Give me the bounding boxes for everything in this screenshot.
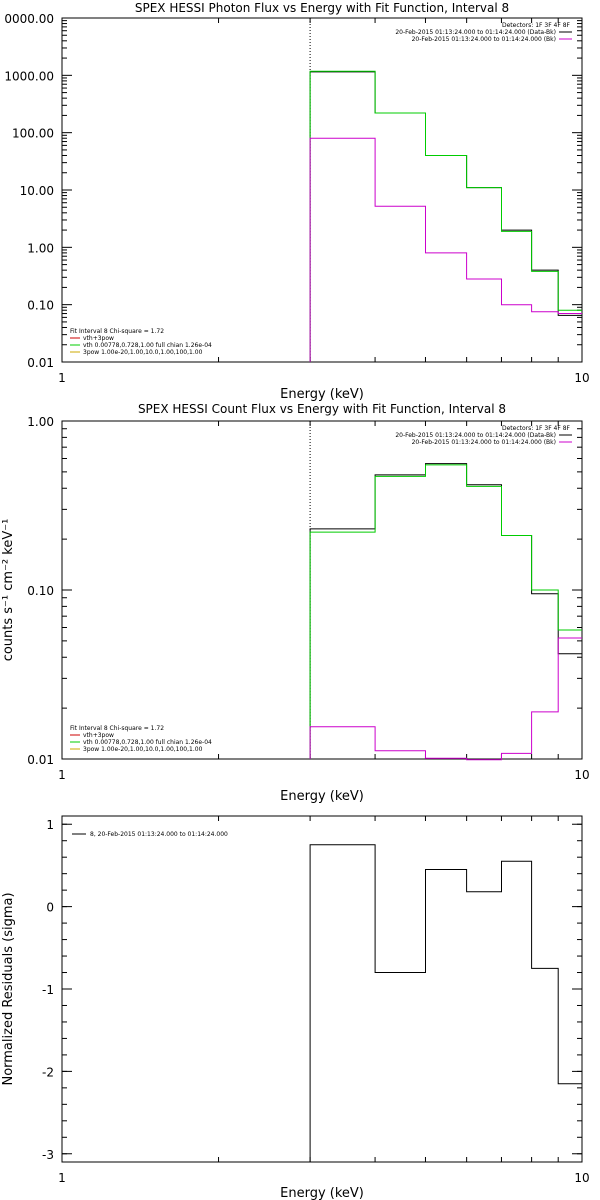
series-vth-0-00778-0-728-1-00	[309, 464, 582, 759]
legend-entry: vth+3pow	[83, 335, 114, 342]
legend-entry: 8, 20-Feb-2015 01:13:24.000 to 01:14:24.…	[90, 831, 228, 838]
detectors-label: Detectors: 1F 3F 4F 8F	[502, 22, 571, 29]
y-tick-label: 1	[46, 818, 54, 832]
legend-entry: 20-Feb-2015 01:13:24.000 to 01:14:24.000…	[412, 439, 556, 446]
y-tick-label: 0.01	[27, 356, 54, 370]
series-bk	[309, 137, 582, 362]
x-tick-label: 1	[58, 1171, 66, 1185]
fit-info-label: Fit Interval 8 Chi-square = 1.72	[70, 328, 164, 335]
x-tick-label: 1	[58, 371, 66, 385]
y-tick-label: 1000.00	[4, 69, 54, 83]
legend-entry: 20-Feb-2015 01:13:24.000 to 01:14:24.000…	[412, 36, 556, 43]
legend-entry: vth+3pow	[83, 732, 114, 739]
y-tick-label: 100.00	[12, 127, 54, 141]
y-tick-label: 10.00	[20, 184, 54, 198]
legend-entry: 3pow 1.00e-20,1.00,10.0,1.00,100,1.00	[83, 349, 203, 356]
legend-entry: 20-Feb-2015 01:13:24.000 to 01:14:24.000…	[395, 29, 556, 36]
y-tick-label: 0	[46, 901, 54, 915]
chart-panel-1: SPEX HESSI Photon Flux vs Energy with Fi…	[4, 1, 589, 402]
legend-entry: 3pow 1.00e-20,1.00,10.0,1.00,100,1.00	[83, 746, 203, 753]
series-bk	[309, 637, 582, 761]
plot-frame	[61, 815, 583, 1163]
y-tick-label: -1	[42, 983, 54, 997]
y-tick-label: 1.00	[27, 241, 54, 255]
y-tick-label: 0.10	[27, 299, 54, 313]
chart-title: SPEX HESSI Count Flux vs Energy with Fit…	[138, 402, 506, 416]
legend-entry: vth 0.00778,0.728,1.00 full chian 1.26e-…	[83, 739, 212, 746]
x-axis-label: Energy (keV)	[280, 387, 364, 402]
fit-info-label: Fit Interval 8 Chi-square = 1.72	[70, 725, 164, 732]
x-tick-label: 10	[574, 371, 589, 385]
y-tick-label: 1.00	[27, 415, 54, 429]
chart-title: SPEX HESSI Photon Flux vs Energy with Fi…	[135, 1, 509, 15]
y-tick-label: 0000.00	[4, 12, 54, 26]
series-vth-0-00778-0-728-1-00	[309, 70, 582, 362]
y-tick-label: -2	[42, 1065, 54, 1079]
x-tick-label: 1	[58, 768, 66, 782]
x-tick-label: 10	[574, 768, 589, 782]
y-axis-label: Normalized Residuals (sigma)	[1, 892, 16, 1085]
x-axis-label: Energy (keV)	[280, 1186, 364, 1200]
legend-entry: vth 0.00778,0.728,1.00 full chian 1.26e-…	[83, 342, 212, 349]
series-data-bk	[309, 71, 582, 362]
series-data-bk	[309, 463, 582, 759]
detectors-label: Detectors: 1F 3F 4F 8F	[502, 425, 571, 432]
y-tick-label: -3	[42, 1148, 54, 1162]
plot-frame	[61, 420, 583, 760]
chart-panel-2: SPEX HESSI Count Flux vs Energy with Fit…	[1, 402, 590, 804]
x-tick-label: 10	[574, 1171, 589, 1185]
y-tick-label: 0.01	[27, 753, 54, 767]
y-axis-label: counts s⁻¹ cm⁻² keV⁻¹	[1, 519, 16, 662]
plot-frame	[61, 17, 583, 363]
series-8-20-feb-2015-01-13-24-0	[309, 844, 582, 1162]
x-axis-label: Energy (keV)	[280, 789, 364, 804]
legend-entry: 20-Feb-2015 01:13:24.000 to 01:14:24.000…	[395, 432, 556, 439]
y-tick-label: 0.10	[27, 584, 54, 598]
